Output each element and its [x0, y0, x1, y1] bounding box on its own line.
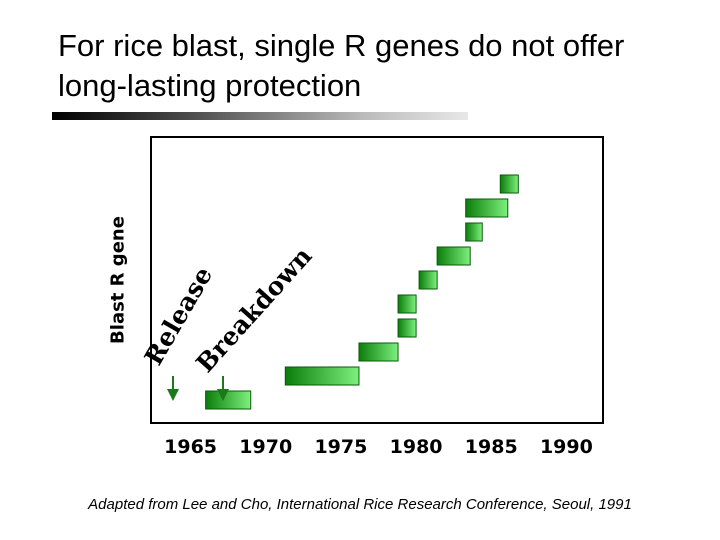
- gene-bar: [397, 294, 417, 314]
- title-underline: [52, 112, 468, 120]
- gene-bar: [397, 318, 417, 338]
- gene-bar: [418, 270, 438, 290]
- bars-group: [205, 174, 519, 410]
- x-tick-label: 1990: [539, 436, 593, 458]
- gene-bar: [465, 198, 509, 218]
- x-tick-label: 1975: [314, 436, 368, 458]
- x-tick-label: 1985: [464, 436, 518, 458]
- gene-bar: [465, 222, 483, 242]
- gene-bar: [358, 342, 399, 362]
- gene-bar: [499, 174, 519, 194]
- page-title: For rice blast, single R genes do not of…: [58, 28, 625, 103]
- x-tick-label: 1970: [239, 436, 293, 458]
- x-tick-label: 1980: [389, 436, 443, 458]
- gene-bar: [284, 366, 360, 386]
- x-tick-label: 1965: [164, 436, 218, 458]
- plot-frame: [150, 136, 604, 424]
- gene-bar: [205, 390, 252, 410]
- source-citation: Adapted from Lee and Cho, International …: [88, 496, 632, 513]
- gene-bar: [436, 246, 471, 266]
